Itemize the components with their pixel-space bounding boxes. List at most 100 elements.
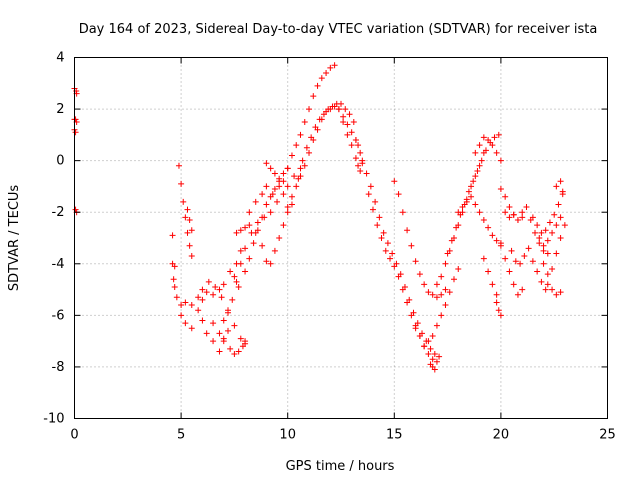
- y-tick-label: -2: [52, 205, 65, 220]
- data-point: [399, 286, 406, 293]
- data-point: [442, 302, 449, 309]
- data-point: [314, 82, 321, 89]
- series-s32: [472, 134, 504, 164]
- data-point: [263, 160, 270, 167]
- series-s15: [246, 165, 291, 216]
- data-point: [359, 160, 366, 167]
- data-point: [195, 294, 202, 301]
- data-point: [340, 113, 347, 120]
- series-s7: [184, 206, 195, 234]
- data-point: [391, 263, 398, 270]
- data-point: [203, 330, 210, 337]
- data-point: [318, 75, 325, 82]
- data-point: [559, 188, 566, 195]
- series-s41: [540, 222, 568, 278]
- data-point: [225, 309, 232, 316]
- data-point: [171, 263, 178, 270]
- series-s1: [71, 85, 80, 97]
- data-point: [229, 296, 236, 303]
- data-point: [497, 242, 504, 249]
- data-point: [506, 214, 513, 221]
- data-point: [303, 144, 310, 151]
- data-point: [369, 206, 376, 213]
- data-point: [301, 162, 308, 169]
- data-point: [329, 103, 336, 110]
- data-point: [536, 235, 543, 241]
- data-point: [306, 106, 313, 113]
- x-tick-label: 0: [70, 428, 78, 443]
- data-point: [338, 100, 344, 107]
- data-point: [178, 312, 185, 319]
- series-s14: [233, 222, 253, 236]
- data-point: [227, 345, 234, 352]
- data-point: [538, 278, 545, 285]
- data-point: [323, 69, 330, 76]
- data-point: [293, 142, 300, 149]
- series-s23: [352, 137, 362, 149]
- data-point: [438, 273, 445, 280]
- data-point: [178, 180, 185, 187]
- data-point: [288, 152, 295, 159]
- data-point: [544, 281, 551, 288]
- data-point: [468, 193, 475, 200]
- data-point: [404, 299, 411, 306]
- series-s27: [412, 265, 462, 350]
- data-point: [210, 320, 217, 327]
- data-point: [502, 255, 509, 262]
- data-point: [553, 222, 560, 229]
- data-point: [549, 286, 556, 293]
- series-s39: [529, 191, 566, 236]
- data-point: [320, 111, 327, 118]
- y-axis-label: SDTVAR / TECUs: [7, 185, 22, 292]
- data-point: [237, 227, 244, 234]
- data-point: [544, 250, 551, 257]
- data-point: [276, 235, 283, 241]
- data-point: [288, 201, 295, 208]
- data-point: [476, 209, 483, 216]
- series-s36: [497, 242, 526, 298]
- data-point: [510, 211, 517, 218]
- data-point: [517, 260, 524, 267]
- data-point: [271, 186, 278, 193]
- data-point: [173, 294, 180, 301]
- data-point: [195, 307, 202, 314]
- data-point: [553, 250, 560, 257]
- data-point: [514, 291, 521, 298]
- x-axis-label: GPS time / hours: [286, 459, 395, 474]
- data-point: [525, 245, 532, 252]
- data-point: [72, 206, 79, 213]
- data-point: [237, 247, 244, 254]
- series-s19: [284, 103, 342, 211]
- data-point: [431, 366, 438, 373]
- data-point: [412, 258, 419, 265]
- data-point: [239, 343, 246, 350]
- data-point: [557, 235, 564, 241]
- data-point: [280, 170, 287, 177]
- data-point: [295, 175, 302, 182]
- data-point: [246, 255, 253, 262]
- data-point: [316, 116, 323, 123]
- data-point: [297, 131, 304, 138]
- data-point: [382, 247, 389, 254]
- y-tick-label: -4: [52, 257, 65, 272]
- data-point: [489, 142, 496, 149]
- data-point: [519, 286, 526, 293]
- data-point: [557, 178, 564, 185]
- data-point: [284, 209, 291, 216]
- series-s24: [359, 160, 443, 360]
- data-point: [553, 291, 560, 298]
- plot-frame: [74, 57, 608, 419]
- data-point: [188, 325, 195, 332]
- data-point: [308, 134, 315, 141]
- data-point: [216, 348, 223, 355]
- data-point: [506, 268, 513, 275]
- data-point: [474, 167, 481, 174]
- data-point: [387, 255, 394, 262]
- data-point: [395, 273, 402, 280]
- data-point: [485, 137, 492, 144]
- data-point: [374, 222, 381, 229]
- data-point: [489, 281, 496, 288]
- series-s18: [280, 62, 338, 185]
- data-point: [233, 278, 240, 285]
- data-point: [288, 193, 295, 200]
